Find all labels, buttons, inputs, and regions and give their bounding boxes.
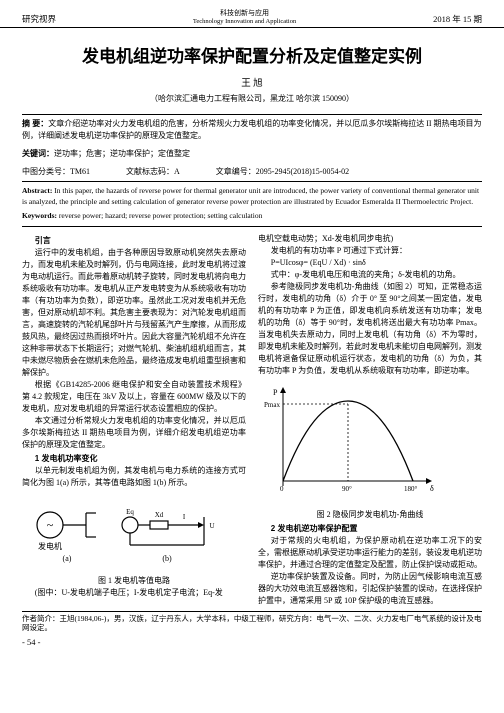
gen-symbol: ~: [47, 518, 54, 532]
gen-label: 发电机: [38, 541, 62, 551]
curve-tick90: 90°: [342, 485, 352, 493]
fig1-b: (b): [162, 554, 172, 563]
author: 王 旭: [0, 75, 504, 89]
article-no: 文章编号：2095-2945(2018)15-0054-02: [216, 166, 349, 177]
article-title: 发电机组逆功率保护配置分析及定值整定实例: [0, 42, 504, 67]
figure-1: ~ 发电机 (a) Eq Xd I U (b): [22, 495, 222, 567]
fig1-caption: 图 1 发电机等值电路: [22, 575, 246, 587]
page-number: - 54 -: [22, 637, 482, 647]
para-r4: 参考隐极同步发电机功-角曲线（如图 2）可知，正常稳态运行时，发电机的功角（δ）…: [258, 281, 482, 377]
i-label: I: [183, 513, 186, 521]
section-2: 2 发电机逆功率保护配置: [258, 523, 482, 535]
class-no: 中图分类号：TM61: [22, 166, 90, 177]
para-l5: (图中：U-发电机端子电压；I-发电机定子电流；Eq-发: [22, 587, 246, 599]
abstract-en-label: Abstract:: [22, 186, 52, 195]
para-r3: 式中：φ-发电机电压和电流的夹角；δ-发电机的功角。: [258, 269, 482, 281]
para-r6: 逆功率保护装置及设备。同时，为防止因气候影响电流互感器的大功效电流互感器饱和，引…: [258, 571, 482, 607]
footer-author-info: 作者简介：王旭(1984,06-)，男，汉族，辽宁丹东人，大学本科，中级工程师，…: [22, 614, 482, 634]
keywords-en-label: Keywords:: [22, 211, 57, 220]
para-r1: 电机空载电动势；Xd-发电机同步电抗): [258, 233, 482, 245]
affiliation: （哈尔滨汇通电力工程有限公司，黑龙江 哈尔滨 150090）: [0, 93, 504, 104]
keywords-en-text: reverse power; hazard; reverse power pro…: [57, 211, 262, 220]
curve-tick180: 180°: [404, 485, 418, 493]
header-center: 科技创新与应用 Technology Innovation and Applic…: [56, 8, 433, 25]
curve-ylabel: P: [273, 388, 278, 397]
abstract-cn-label: 摘 要：: [22, 119, 48, 128]
para-r2: 发电机的有功功率 P 可通过下式计算：: [258, 245, 482, 257]
header-left: 研究视界: [22, 13, 56, 25]
curve-xlabel: δ: [430, 484, 434, 493]
figure-2: P δ Pmax 0 90° 180°: [258, 381, 438, 501]
fig2-caption: 图 2 隐极同步发电机功-角曲线: [258, 509, 482, 521]
fig1-a: (a): [63, 554, 72, 563]
curve-tick0: 0: [280, 485, 284, 493]
section-intro: 引言: [22, 235, 246, 247]
eq-label: Eq: [126, 508, 134, 516]
curve-pmax: Pmax: [264, 401, 280, 409]
meta-line: 中图分类号：TM61 文献标志码：A 文章编号：2095-2945(2018)1…: [22, 166, 482, 177]
u-label: U: [209, 522, 214, 530]
divider-top: [22, 114, 482, 115]
page-header: 研究视界 科技创新与应用 Technology Innovation and A…: [0, 0, 504, 28]
footer-divider: [22, 611, 482, 612]
left-column: 引言 运行中的发电机组，由于各种原因导致原动机突然失去原动力，而发电机未能及时解…: [22, 233, 246, 607]
divider-bottom: [22, 226, 482, 227]
header-center-bottom: Technology Innovation and Application: [56, 18, 433, 25]
keywords-en: Keywords: reverse power; hazard; reverse…: [22, 211, 482, 222]
abstract-en-text: In this paper, the hazards of reverse po…: [22, 186, 479, 206]
abstract-cn-text: 文章介绍逆功率对火力发电机组的危害，分析常规火力发电机组的功率变化情况，并以厄瓜…: [22, 119, 482, 140]
doc-code: 文献标志码：A: [126, 166, 180, 177]
divider-mid: [22, 181, 482, 182]
para-l2: 根据《GB14285-2006 继电保护和安全自动装置技术规程》第 4.2 款规…: [22, 379, 246, 415]
xd-label: Xd: [155, 511, 164, 519]
right-column: 电机空载电动势；Xd-发电机同步电抗) 发电机的有功功率 P 可通过下式计算： …: [258, 233, 482, 607]
keywords-cn-label: 关键词：: [22, 149, 54, 158]
para-l3: 本文通过分析常规火力发电机组的功率变化情况，并以厄瓜多尔埃斯梅拉达 II 期热电…: [22, 415, 246, 451]
keywords-cn: 关键词：逆功率；危害；逆功率保护；定值整定: [22, 148, 482, 160]
para-l4: 以单元制发电机组为例，其发电机与电力系统的连接方式可简化为图 1(a) 所示，其…: [22, 465, 246, 489]
para-r5: 对于常规的火电机组，为保护原动机在逆功率工况下的安全，需根据原动机承受逆功率运行…: [258, 535, 482, 571]
abstract-en: Abstract: In this paper, the hazards of …: [22, 186, 482, 207]
formula-1: P=UIcosφ= (EqU / Xd) · sinδ: [258, 257, 482, 269]
section-1: 1 发电机功率变化: [22, 453, 246, 465]
header-center-top: 科技创新与应用: [56, 8, 433, 18]
abstract-cn: 摘 要：文章介绍逆功率对火力发电机组的危害，分析常规火力发电机组的功率变化情况，…: [22, 118, 482, 142]
keywords-cn-text: 逆功率；危害；逆功率保护；定值整定: [54, 149, 190, 158]
header-right: 2018 年 15 期: [433, 13, 482, 25]
body-columns: 引言 运行中的发电机组，由于各种原因导致原动机突然失去原动力，而发电机未能及时解…: [22, 233, 482, 607]
para-l1: 运行中的发电机组，由于各种原因导致原动机突然失去原动力，而发电机未能及时解列，仍…: [22, 247, 246, 379]
